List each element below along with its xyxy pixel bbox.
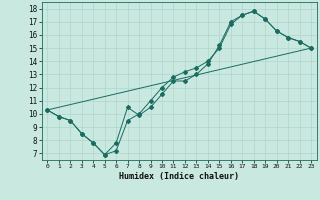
X-axis label: Humidex (Indice chaleur): Humidex (Indice chaleur) — [119, 172, 239, 181]
